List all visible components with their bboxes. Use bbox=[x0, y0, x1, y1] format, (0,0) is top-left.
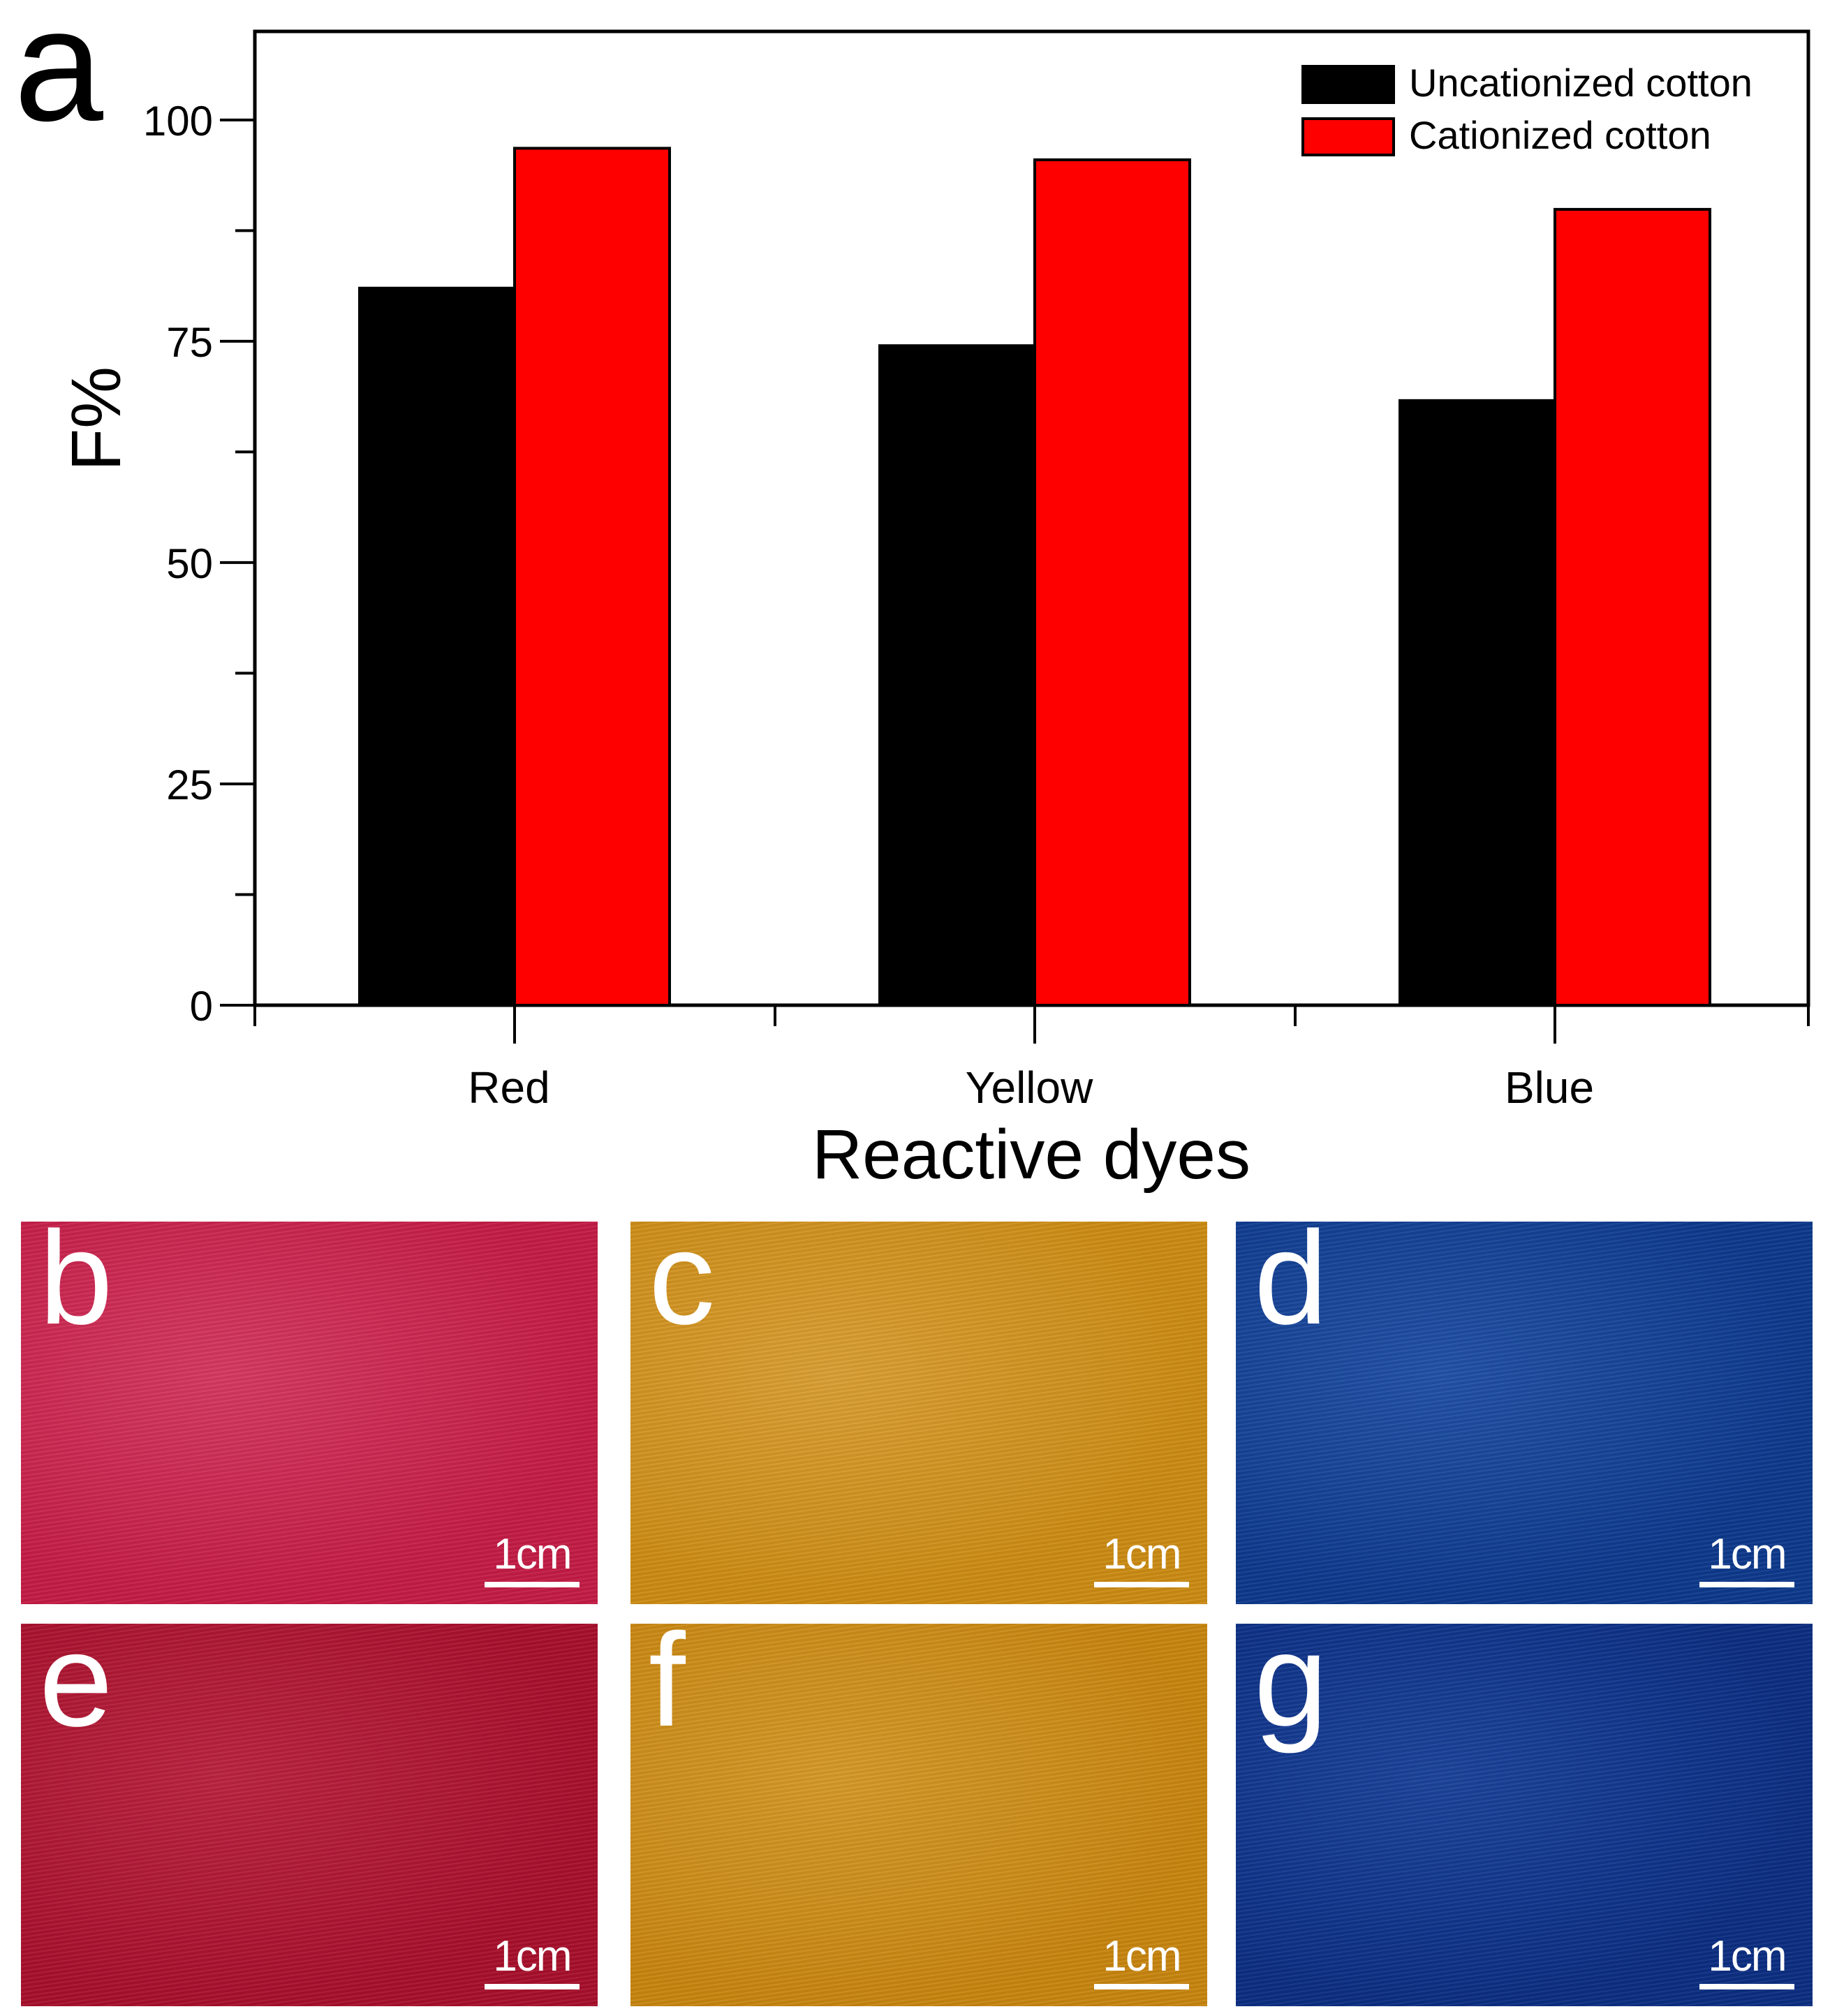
scale-bar-label: 1cm bbox=[493, 1530, 572, 1578]
fabric-texture bbox=[21, 1222, 598, 1604]
y-tick-label: 75 bbox=[166, 319, 213, 366]
fabric-photo-d: d 1cm bbox=[1236, 1222, 1813, 1604]
scale-bar: 1cm bbox=[1699, 1533, 1794, 1587]
scale-bar: 1cm bbox=[485, 1935, 580, 1989]
x-tick-label-red: Red bbox=[468, 1062, 549, 1113]
bar-red-uncationized bbox=[358, 286, 516, 1007]
bar-blue-cationized bbox=[1554, 207, 1711, 1007]
fabric-texture bbox=[21, 1624, 598, 2006]
scale-bar-line bbox=[1094, 1984, 1189, 1989]
scale-bar: 1cm bbox=[1699, 1935, 1794, 1989]
legend-swatch-cationized bbox=[1301, 117, 1395, 156]
scale-bar: 1cm bbox=[1094, 1533, 1189, 1587]
scale-bar-label: 1cm bbox=[1708, 1932, 1787, 1980]
scale-bar-line bbox=[1699, 1582, 1794, 1587]
legend-label-cationized: Cationized cotton bbox=[1409, 113, 1711, 157]
x-tick-label-blue: Blue bbox=[1505, 1062, 1594, 1113]
fabric-photo-c: c 1cm bbox=[630, 1222, 1207, 1604]
bar-blue-uncationized bbox=[1399, 399, 1556, 1007]
x-axis-label: Reactive dyes bbox=[812, 1116, 1250, 1194]
legend-label-uncationized: Uncationized cotton bbox=[1409, 61, 1752, 105]
fabric-texture bbox=[1236, 1624, 1813, 2006]
scale-bar-line bbox=[485, 1582, 580, 1587]
scale-bar-label: 1cm bbox=[1102, 1530, 1181, 1578]
scale-bar-label: 1cm bbox=[1708, 1530, 1787, 1578]
y-tick-label: 0 bbox=[190, 983, 213, 1030]
panel-label-d: d bbox=[1254, 1222, 1328, 1352]
scale-bar-label: 1cm bbox=[1102, 1932, 1181, 1980]
fabric-photo-b: b 1cm bbox=[21, 1222, 598, 1604]
panel-label-c: c bbox=[649, 1222, 715, 1352]
bar-yellow-cationized bbox=[1033, 158, 1191, 1007]
x-tick-label-yellow: Yellow bbox=[966, 1062, 1093, 1113]
y-tick-label: 100 bbox=[143, 98, 213, 144]
panel-label-b: b bbox=[39, 1222, 113, 1352]
y-tick-label: 50 bbox=[166, 540, 213, 587]
scale-bar: 1cm bbox=[485, 1533, 580, 1587]
bar-red-cationized bbox=[513, 147, 671, 1007]
scale-bar-line bbox=[1094, 1582, 1189, 1587]
fabric-texture bbox=[630, 1624, 1207, 2006]
bar-chart: a 0 25 50 75 100 Red Yellow Blue F% Reactive d… bbox=[14, 0, 1810, 1194]
y-tick-label: 25 bbox=[166, 762, 213, 808]
fabric-photo-f: f 1cm bbox=[630, 1624, 1207, 2006]
y-axis-label: F% bbox=[57, 366, 135, 471]
panel-label-g: g bbox=[1254, 1624, 1328, 1754]
fabric-texture bbox=[1236, 1222, 1813, 1604]
scale-bar-line bbox=[1699, 1984, 1794, 1989]
panel-label-e: e bbox=[39, 1624, 113, 1754]
fabric-texture bbox=[630, 1222, 1207, 1604]
panel-label-a: a bbox=[14, 0, 103, 154]
bar-yellow-uncationized bbox=[878, 344, 1036, 1007]
legend: Uncationized cotton Cationized cotton bbox=[1301, 61, 1752, 157]
fabric-photo-e: e 1cm bbox=[21, 1624, 598, 2006]
fabric-photo-g: g 1cm bbox=[1236, 1624, 1813, 2006]
legend-swatch-uncationized bbox=[1301, 65, 1395, 104]
scale-bar-label: 1cm bbox=[493, 1932, 572, 1980]
scale-bar-line bbox=[485, 1984, 580, 1989]
scale-bar: 1cm bbox=[1094, 1935, 1189, 1989]
panel-label-f: f bbox=[649, 1624, 686, 1754]
